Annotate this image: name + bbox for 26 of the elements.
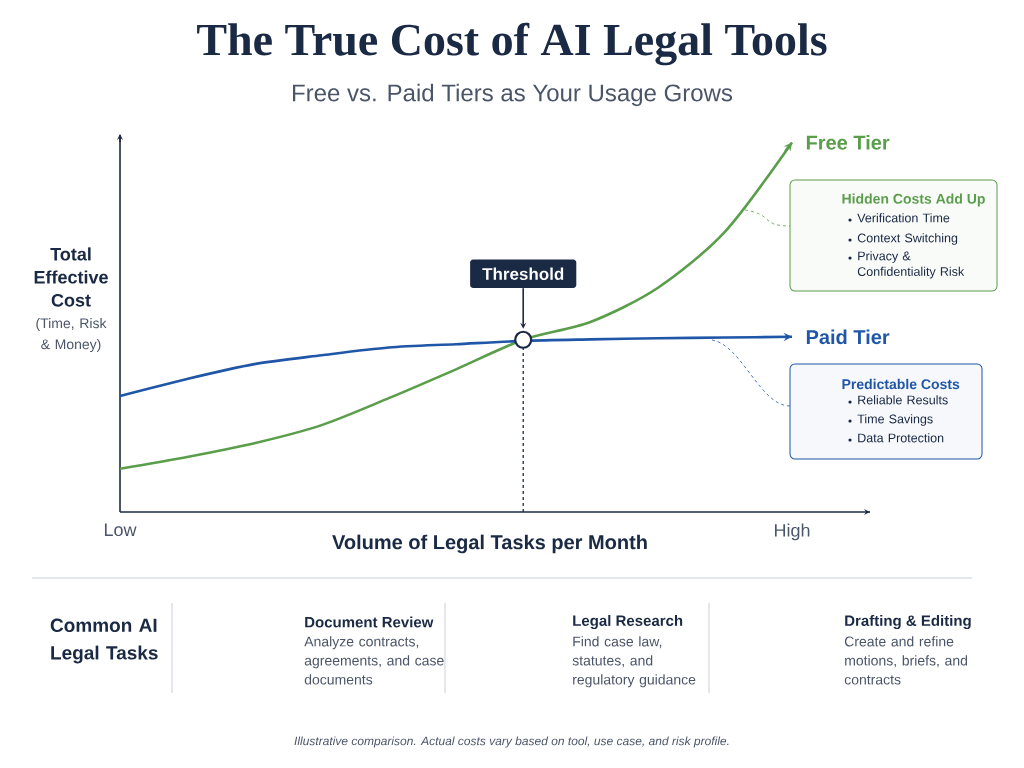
- chart-subtitle: Free vs. Paid Tiers as Your Usage Grows: [293, 83, 733, 107]
- annotation: Hidden Costs Add Up: [842, 193, 985, 207]
- text: Legal Research: [573, 614, 683, 630]
- text: Find case law, statutes, and regulatory guidance: [572, 636, 696, 688]
- annotation: Privacy & Confidentiality Risk: [857, 251, 965, 279]
- x-axis-title: Volume of Legal Tasks per Month: [332, 534, 647, 554]
- text: Analyze contracts, agreements, and case documents: [304, 636, 444, 685]
- annotation: Time Savings: [857, 414, 933, 426]
- x-tick-label: High: [774, 523, 810, 541]
- annotation: Verification Time: [857, 213, 950, 223]
- legend-label: Free Tier: [806, 135, 890, 150]
- annotation: Reliable Results: [858, 395, 948, 405]
- text: (Time, Risk & Money): [36, 317, 107, 353]
- annotation: Data Protection: [858, 433, 944, 443]
- annotation: Threshold: [482, 267, 564, 281]
- text: Drafting & Editing: [845, 614, 971, 630]
- annotation: Context Switching: [857, 233, 958, 245]
- legend-label: Paid Tier: [806, 329, 890, 345]
- chart-title: The True Cost of AI Legal Tools: [197, 22, 827, 66]
- text: Illustrative comparison. Actual costs vary based on tool, use case, and risk profile.: [294, 736, 729, 748]
- text: Common AI Legal Tasks: [50, 618, 158, 664]
- text: Create and refine motions, briefs, and contracts: [844, 636, 968, 685]
- x-tick-label: Low: [104, 523, 137, 537]
- y-axis-title: Total Effective Cost: [34, 247, 108, 307]
- annotation: Predictable Costs: [842, 378, 960, 390]
- text: Document Review: [305, 616, 434, 628]
